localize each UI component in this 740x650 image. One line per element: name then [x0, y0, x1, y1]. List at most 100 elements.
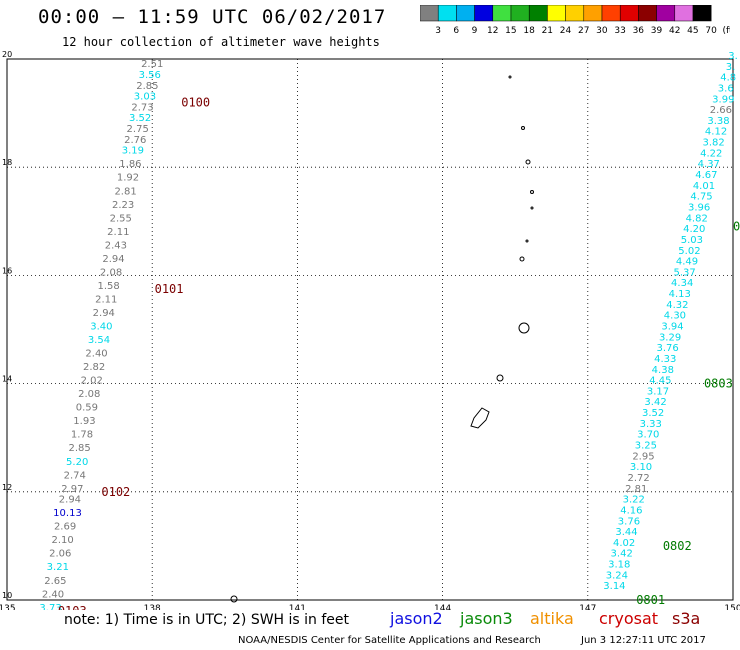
time-label: 0803 — [704, 377, 733, 391]
swh-value: 2.43 — [105, 240, 127, 251]
colorbar-label: 21 — [542, 26, 553, 35]
swh-value: 3.52 — [129, 113, 151, 124]
chart-subtitle: 12 hour collection of altimeter wave hei… — [62, 35, 380, 49]
swh-value: 3.22 — [623, 495, 645, 506]
swh-value: 3.94 — [661, 322, 683, 333]
swh-value: 1.86 — [119, 159, 141, 170]
swh-value: 2.94 — [59, 495, 81, 506]
swh-value: 3.10 — [630, 462, 652, 473]
swh-value: 2.69 — [54, 522, 76, 533]
island-outline — [530, 206, 534, 210]
swh-value: 2.11 — [107, 227, 129, 238]
swh-value: 2.81 — [625, 484, 647, 495]
swh-value: 2.76 — [124, 135, 146, 146]
swh-value: 3.24 — [606, 570, 628, 581]
colorbar-label: 70 — [705, 26, 717, 35]
time-label: 0801 — [636, 593, 665, 607]
time-label: 0101 — [155, 282, 184, 296]
swh-value: 5.37 — [673, 267, 695, 278]
colorbar-label: 9 — [472, 26, 478, 35]
y-tick-label: 20 — [2, 50, 12, 59]
island-outline — [519, 256, 525, 262]
satellite-s3a: s3a — [672, 609, 701, 628]
swh-value: 2.94 — [102, 254, 124, 265]
swh-value: 4.34 — [671, 278, 693, 289]
swh-value: 4.82 — [686, 213, 708, 224]
swh-value: 3.52 — [642, 408, 664, 419]
x-tick-label: 150 — [724, 604, 740, 610]
swh-value: 3.44 — [615, 527, 637, 538]
swh-value: 2.95 — [632, 451, 654, 462]
swh-value: 3.29 — [659, 332, 681, 343]
colorbar-label: (ft) — [723, 26, 730, 35]
island-outline — [518, 322, 530, 334]
swh-value: 3.96 — [688, 202, 710, 213]
swh-value: 4.38 — [652, 365, 674, 376]
colorbar-label: 27 — [578, 26, 589, 35]
island-outline — [530, 190, 534, 194]
swh-value: 1.93 — [73, 416, 95, 427]
satellite-jason2: jason2 — [390, 609, 443, 628]
swh-value: 1.58 — [98, 281, 120, 292]
coastline — [230, 75, 534, 603]
time-label: 0103 — [58, 604, 87, 610]
x-tick-label: 147 — [579, 604, 596, 610]
swh-value: 3.03 — [134, 92, 156, 103]
plot-frame — [6, 58, 734, 601]
swh-value: 3.70 — [637, 430, 659, 441]
swh-value: 0.59 — [76, 403, 98, 414]
swh-value: 3.42 — [611, 549, 633, 560]
swh-value: 2.75 — [127, 124, 149, 135]
satellite-cryosat: cryosat — [599, 609, 659, 628]
swh-value: 4.12 — [705, 127, 727, 138]
swh-value: 2.06 — [49, 549, 71, 560]
swh-value: 3.76 — [657, 343, 679, 354]
swh-value: 4.67 — [695, 170, 717, 181]
x-tick-label: 135 — [0, 604, 16, 610]
colorbar-label: 39 — [651, 26, 663, 35]
swh-value: 2.85 — [136, 81, 158, 92]
swh-value: 4.45 — [649, 376, 671, 387]
island-outline — [496, 374, 504, 382]
colorbar-label: 12 — [487, 26, 498, 35]
swh-value: 4.01 — [693, 181, 715, 192]
swh-value: 2.65 — [44, 576, 66, 587]
x-tick-label: 141 — [289, 604, 306, 610]
swh-value: 4.16 — [620, 505, 642, 516]
colorbar-label: 45 — [687, 26, 698, 35]
swh-value: 4.37 — [698, 159, 720, 170]
swh-value: 2.51 — [141, 59, 163, 70]
swh-value: 4.49 — [676, 257, 698, 268]
swh-value: 2.97 — [61, 484, 83, 495]
swh-value: 3.99 — [712, 94, 734, 105]
swh-value: 4.30 — [664, 311, 686, 322]
colorbar-label: 30 — [596, 26, 608, 35]
x-tick-label: 138 — [144, 604, 161, 610]
swh-value: 2.85 — [68, 443, 90, 454]
swh-value: 3.42 — [644, 397, 666, 408]
colorbar-label: 24 — [560, 26, 572, 35]
colorbar-label: 18 — [523, 26, 535, 35]
swh-value: 5.20 — [66, 457, 88, 468]
swh-value: 3.18 — [608, 560, 630, 571]
swh-value: 2.08 — [78, 389, 100, 400]
swh-value: 4.75 — [690, 192, 712, 203]
time-label: 0100 — [181, 95, 210, 109]
swh-value: 2.72 — [627, 473, 649, 484]
island-outline — [525, 239, 529, 243]
swh-value: 3.17 — [647, 386, 669, 397]
island-outline — [521, 126, 525, 130]
swh-value: 4.02 — [613, 538, 635, 549]
satellite-altika: altika — [530, 609, 574, 628]
swh-value: 5.03 — [681, 235, 703, 246]
time-label: 0802 — [663, 539, 692, 553]
swh-value: 2.02 — [81, 376, 103, 387]
footer-generated-time: Jun 3 12:27:11 UTC 2017 — [581, 635, 706, 646]
swh-value: 3.40 — [90, 322, 112, 333]
swh-value: 2.08 — [100, 267, 122, 278]
colorbar-label: 6 — [453, 26, 459, 35]
swh-value: 3. — [726, 62, 736, 73]
colorbar-label: 3 — [435, 26, 441, 35]
footer-credit: NOAA/NESDIS Center for Satellite Applica… — [238, 635, 541, 646]
colorbar-swatch — [692, 5, 712, 22]
